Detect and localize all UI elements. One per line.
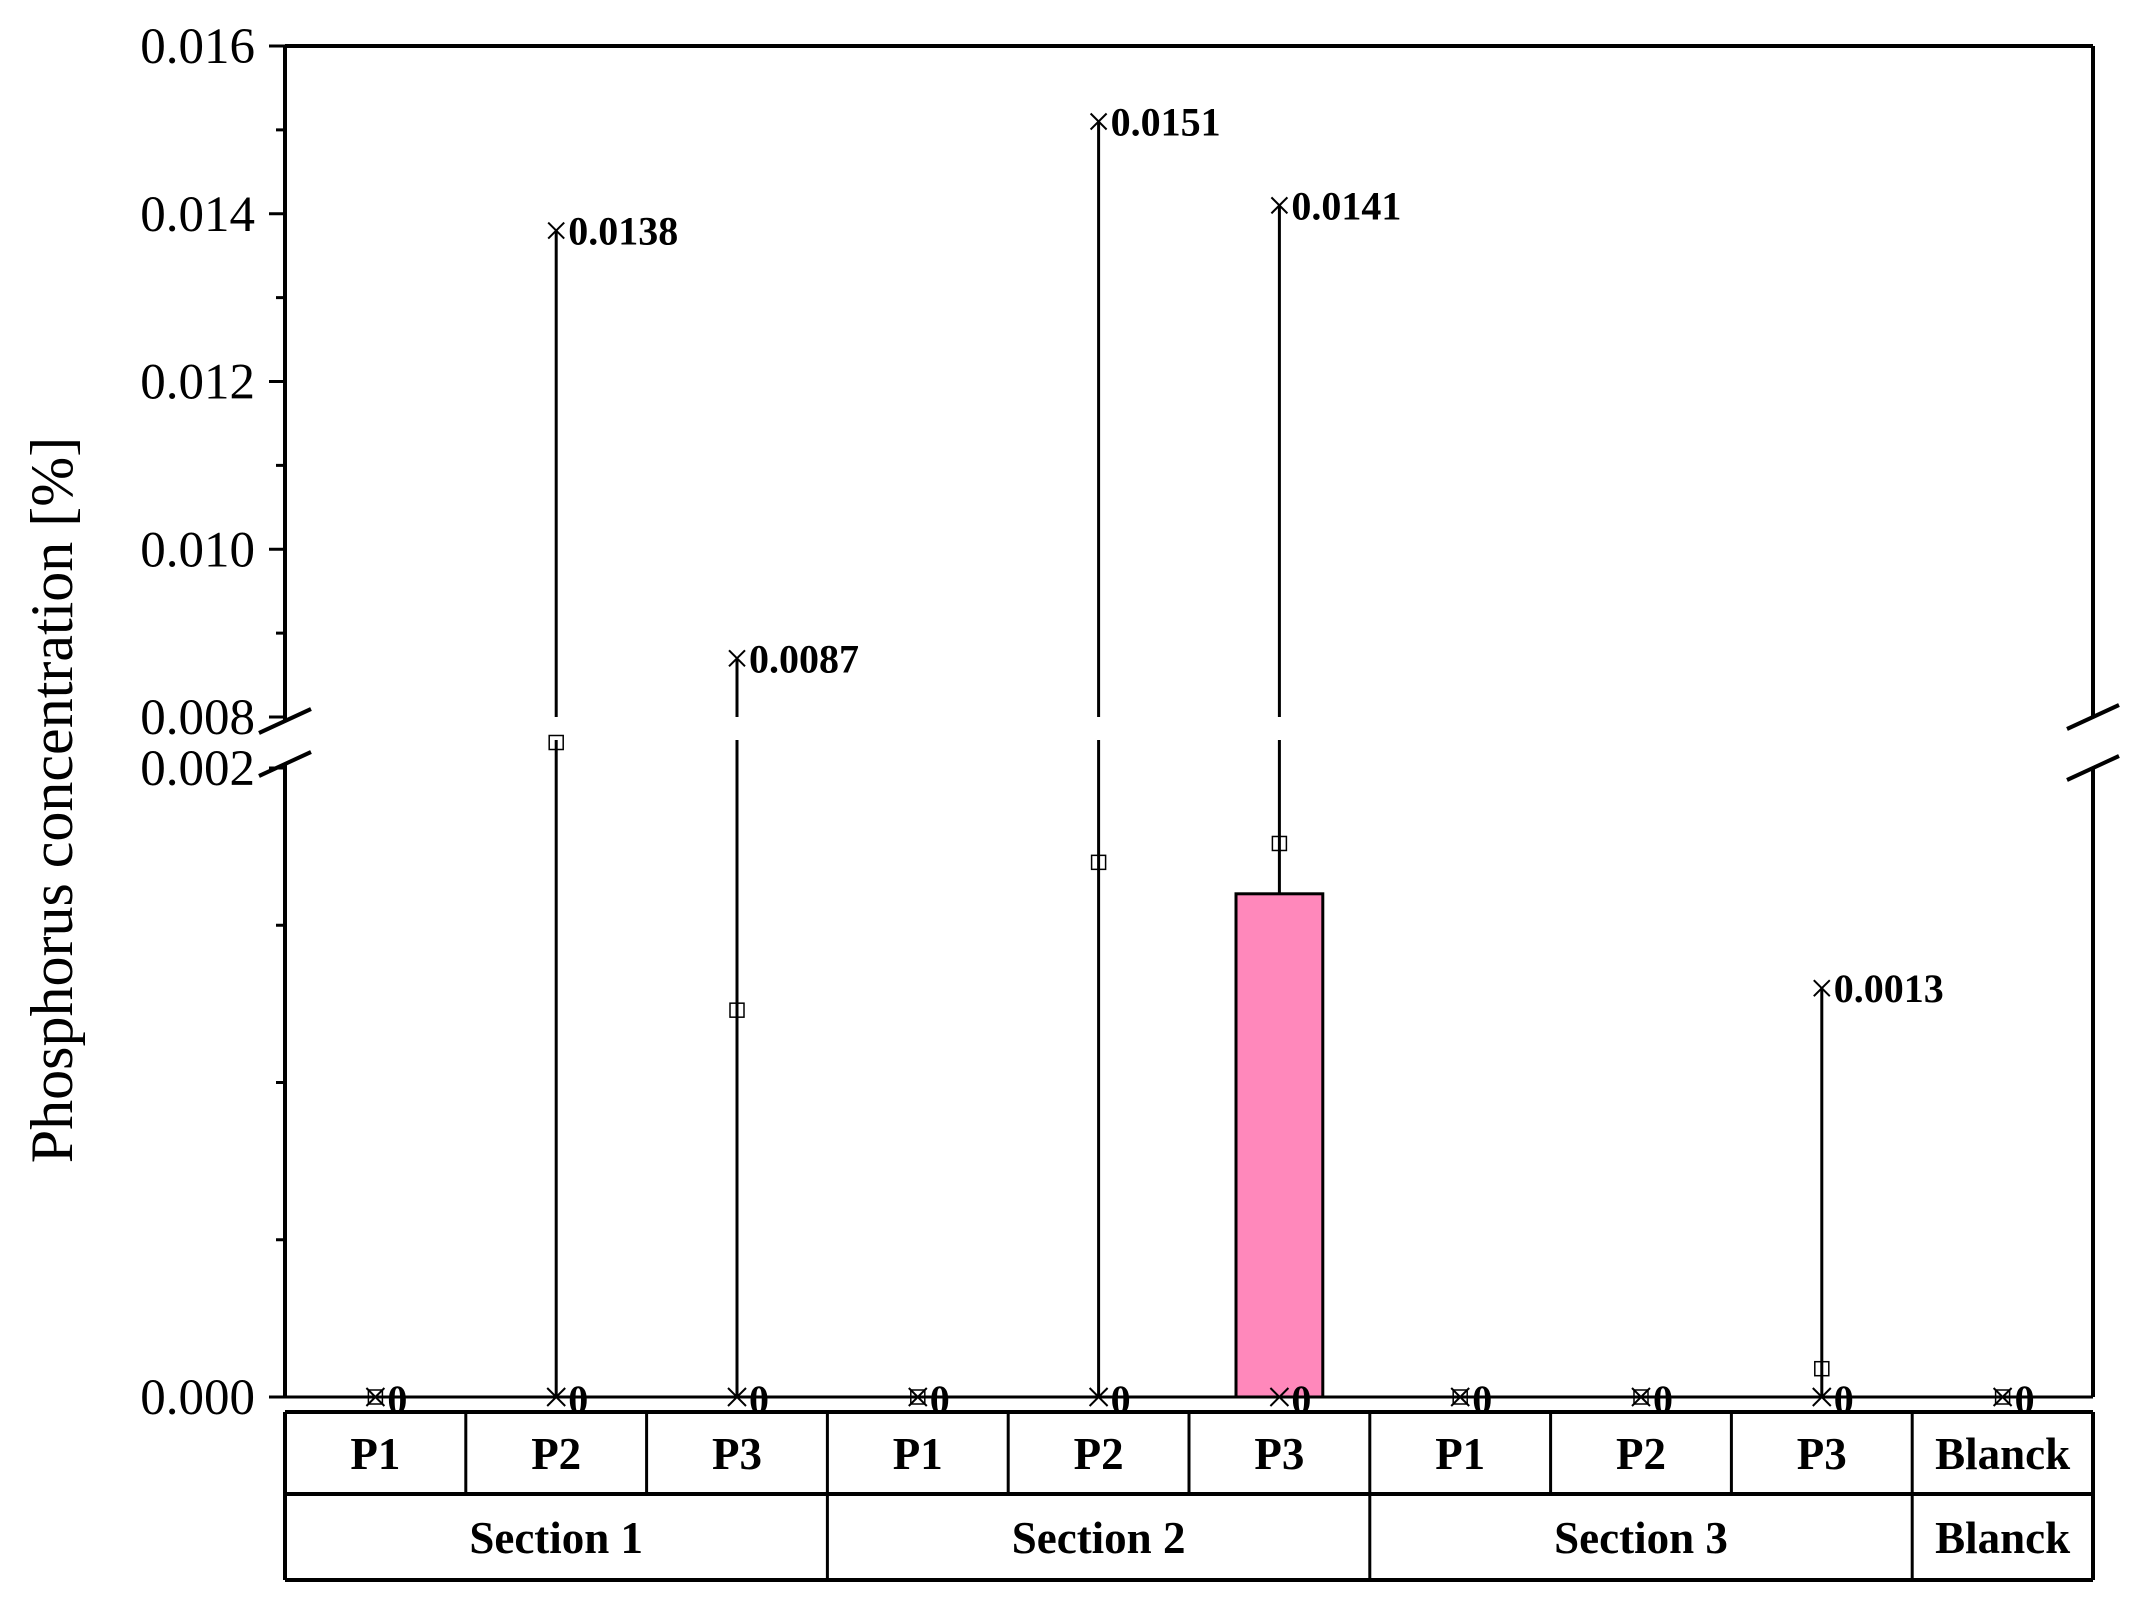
- min-marker: [1812, 1387, 1832, 1407]
- point-label: P1: [350, 1429, 400, 1479]
- mean-marker: [1271, 835, 1288, 852]
- point-label: P1: [1435, 1429, 1485, 1479]
- min-value-label: 0: [568, 1377, 588, 1422]
- min-value-label: 0: [387, 1377, 407, 1422]
- point-label: P3: [1254, 1429, 1304, 1479]
- min-marker: [546, 1387, 566, 1407]
- point-label: P3: [712, 1429, 762, 1479]
- axis-break-mark: [258, 707, 312, 735]
- min-value-label: 0: [1834, 1377, 1854, 1422]
- min-value-label: 0: [930, 1377, 950, 1422]
- axis-break-mark: [2066, 703, 2120, 731]
- axis-break-mark: [2066, 754, 2120, 782]
- axis-break-mark: [258, 750, 312, 778]
- min-marker: [1631, 1387, 1651, 1407]
- min-value-label: 0: [1291, 1377, 1311, 1422]
- point-label: P2: [1074, 1429, 1124, 1479]
- y-tick-label: 0.000: [140, 1370, 255, 1426]
- mean-marker: [367, 1389, 384, 1405]
- min-value-label: 0: [1653, 1377, 1673, 1422]
- max-marker: [728, 649, 746, 667]
- min-value-label: 0: [749, 1377, 769, 1422]
- max-marker: [547, 221, 565, 240]
- min-marker: [1088, 1387, 1109, 1407]
- min-marker: [1269, 1387, 1290, 1407]
- max-value-label: 0.0141: [1291, 183, 1401, 228]
- y-tick-label: 0.016: [140, 19, 255, 75]
- max-value-label: 0.0087: [749, 636, 859, 681]
- y-tick-label: 0.012: [140, 355, 255, 411]
- y-tick-label: 0.014: [140, 187, 255, 243]
- point-label: P2: [1616, 1429, 1666, 1479]
- min-marker: [727, 1387, 747, 1407]
- max-value-label: 0.0138: [568, 209, 678, 254]
- min-value-label: 0: [1472, 1377, 1492, 1422]
- max-marker: [1089, 112, 1108, 131]
- y-tick-label: 0.002: [140, 741, 255, 797]
- box: [1234, 892, 1325, 1399]
- point-label: P1: [893, 1429, 943, 1479]
- section-label: Blanck: [1935, 1513, 2070, 1563]
- min-marker: [1992, 1387, 2013, 1407]
- y-tick-label: 0.008: [140, 690, 255, 746]
- mean-marker: [548, 734, 564, 751]
- mean-marker: [1090, 854, 1107, 871]
- min-marker: [1450, 1387, 1470, 1407]
- max-marker: [1813, 979, 1831, 997]
- point-label: P3: [1797, 1429, 1847, 1479]
- mean-marker: [1994, 1389, 2011, 1405]
- mean-marker: [910, 1389, 926, 1405]
- min-marker: [908, 1387, 928, 1407]
- marks-layer: [332, 112, 2046, 1407]
- max-value-label: 0.0013: [1834, 966, 1944, 1011]
- point-label: P2: [531, 1429, 581, 1479]
- y-axis-label: Phosphorus concentration [%]: [19, 437, 85, 1164]
- mean-marker: [729, 1002, 745, 1018]
- y-tick-label: 0.010: [140, 522, 255, 578]
- mean-marker: [1452, 1389, 1468, 1405]
- mean-marker: [1814, 1360, 1830, 1377]
- min-marker: [365, 1387, 386, 1407]
- max-marker: [1270, 196, 1289, 215]
- section-label: Section 2: [1012, 1513, 1186, 1563]
- section-label: Section 1: [469, 1513, 643, 1563]
- point-label: Blanck: [1935, 1429, 2070, 1479]
- max-value-label: 0.0151: [1111, 99, 1221, 144]
- min-value-label: 0: [2015, 1377, 2035, 1422]
- min-value-label: 0: [1111, 1377, 1131, 1422]
- section-label: Section 3: [1554, 1513, 1728, 1563]
- axes-layer: [258, 44, 2120, 1582]
- mean-marker: [1633, 1389, 1649, 1405]
